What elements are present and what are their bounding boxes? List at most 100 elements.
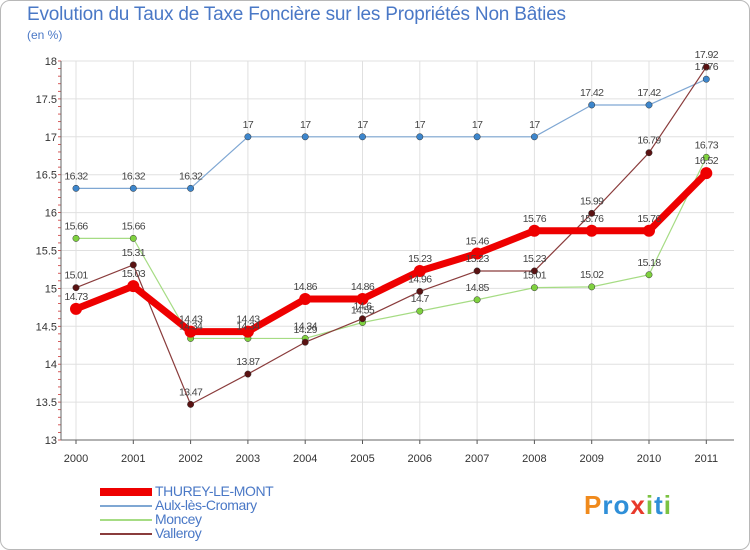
series-point-0 — [356, 293, 369, 306]
data-label-0: 15.76 — [523, 213, 547, 225]
data-label-2: 15.02 — [580, 269, 604, 281]
data-label-1: 17 — [529, 119, 540, 131]
series-point-3 — [129, 261, 137, 269]
legend-label: THUREY-LE-MONT — [155, 483, 274, 499]
series-point-3 — [187, 400, 195, 408]
data-label-3: 14.29 — [294, 324, 318, 336]
legend-label: Valleroy — [155, 525, 202, 541]
y-tick-label: 14.5 — [36, 321, 57, 333]
series-point-1 — [588, 101, 596, 109]
series-point-0 — [585, 224, 598, 237]
data-label-2: 14.7 — [411, 293, 430, 305]
data-label-0: 14.43 — [179, 314, 203, 326]
data-label-1: 17 — [300, 119, 311, 131]
legend-item: Aulx-lès-Cromary — [100, 497, 340, 513]
x-tick-label: 2009 — [579, 453, 603, 465]
series-point-1 — [473, 133, 481, 141]
data-label-3: 14.6 — [353, 301, 372, 313]
series-point-1 — [359, 133, 366, 141]
data-label-1: 17 — [243, 119, 254, 131]
data-label-3: 13.87 — [236, 356, 260, 368]
x-tick-label: 2007 — [465, 453, 489, 465]
series-line-0 — [72, 169, 710, 336]
data-label-2: 15.66 — [122, 220, 146, 232]
data-label-2: 15.18 — [637, 257, 661, 269]
y-tick-label: 15 — [45, 283, 57, 295]
series-line-3 — [75, 66, 707, 405]
series-point-0 — [471, 247, 484, 260]
data-label-2: 14.85 — [465, 282, 489, 294]
data-label-3: 15.31 — [122, 247, 146, 259]
data-label-2: 14.34 — [179, 320, 203, 332]
data-label-1: 16.32 — [64, 170, 88, 182]
data-label-2: 15.66 — [64, 220, 88, 232]
series-point-0 — [241, 325, 254, 338]
series-point-2 — [645, 271, 653, 279]
data-label-3: 16.79 — [637, 135, 661, 147]
data-label-3: 17.92 — [695, 49, 719, 61]
data-label-1: 17 — [415, 119, 426, 131]
x-tick-label: 2005 — [350, 453, 374, 465]
series-point-3 — [244, 370, 252, 378]
series-point-2 — [416, 307, 424, 315]
series-point-1 — [416, 133, 424, 141]
data-label-1: 17 — [472, 119, 483, 131]
data-label-3: 15.23 — [465, 253, 489, 265]
series-point-2 — [530, 284, 538, 292]
y-tick-label: 15.5 — [36, 246, 57, 258]
legend-label: Aulx-lès-Cromary — [155, 497, 257, 513]
series-point-2 — [702, 153, 710, 161]
series-point-3 — [588, 209, 596, 217]
legend-label: Moncey — [155, 511, 202, 527]
data-label-3: 13.47 — [179, 386, 203, 398]
series-point-3 — [416, 287, 424, 295]
series-point-0 — [643, 224, 655, 237]
series-point-2 — [129, 234, 137, 242]
x-tick-label: 2008 — [522, 453, 546, 465]
series-point-0 — [528, 224, 541, 237]
x-tick-label: 2006 — [408, 453, 432, 465]
data-label-3: 15.23 — [523, 253, 547, 265]
data-label-3: 15.99 — [580, 195, 604, 207]
data-label-0: 15.76 — [580, 213, 604, 225]
data-label-1: 17 — [357, 119, 368, 131]
data-label-2: 14.55 — [351, 305, 375, 317]
series-point-0 — [700, 167, 713, 180]
data-label-1: 17.76 — [695, 61, 719, 73]
series-point-0 — [127, 280, 140, 293]
series-point-3 — [702, 63, 710, 71]
series-point-1 — [702, 75, 710, 83]
logo-letter: P — [584, 490, 603, 520]
data-label-0: 15.23 — [408, 253, 432, 265]
series-point-0 — [413, 264, 426, 277]
data-label-0: 15.46 — [465, 236, 489, 248]
logo-letter: x — [630, 490, 646, 520]
data-label-0: 14.86 — [351, 281, 375, 293]
series-point-1 — [129, 184, 137, 192]
y-tick-label: 13.5 — [36, 397, 57, 409]
data-label-2: 15.01 — [523, 270, 547, 282]
data-label-0: 14.43 — [236, 314, 260, 326]
series-point-3 — [530, 267, 538, 275]
data-label-1: 16.32 — [179, 170, 203, 182]
x-tick-label: 2000 — [64, 453, 88, 465]
proxiti-logo: Proxiti — [584, 490, 672, 521]
series-point-3 — [473, 267, 481, 275]
series-line-1 — [75, 78, 707, 189]
series-point-2 — [588, 283, 596, 291]
y-tick-label: 18 — [45, 56, 57, 68]
series-point-2 — [473, 296, 481, 304]
y-tick-label: 16.5 — [36, 170, 57, 182]
data-label-3: 14.96 — [408, 273, 432, 285]
chart-title: Evolution du Taux de Taxe Foncière sur l… — [27, 4, 566, 25]
series-point-0 — [70, 302, 82, 315]
data-label-1: 17.42 — [580, 87, 604, 99]
legend-swatch — [100, 505, 152, 507]
x-tick-label: 2003 — [236, 453, 260, 465]
data-label-1: 16.32 — [122, 170, 146, 182]
series-point-2 — [72, 234, 80, 242]
legend-swatch — [100, 519, 152, 521]
legend: THUREY-LE-MONT Aulx-lès-Cromary Moncey Vall… — [100, 483, 340, 541]
series-point-3 — [359, 315, 366, 323]
x-tick-label: 2002 — [178, 453, 202, 465]
